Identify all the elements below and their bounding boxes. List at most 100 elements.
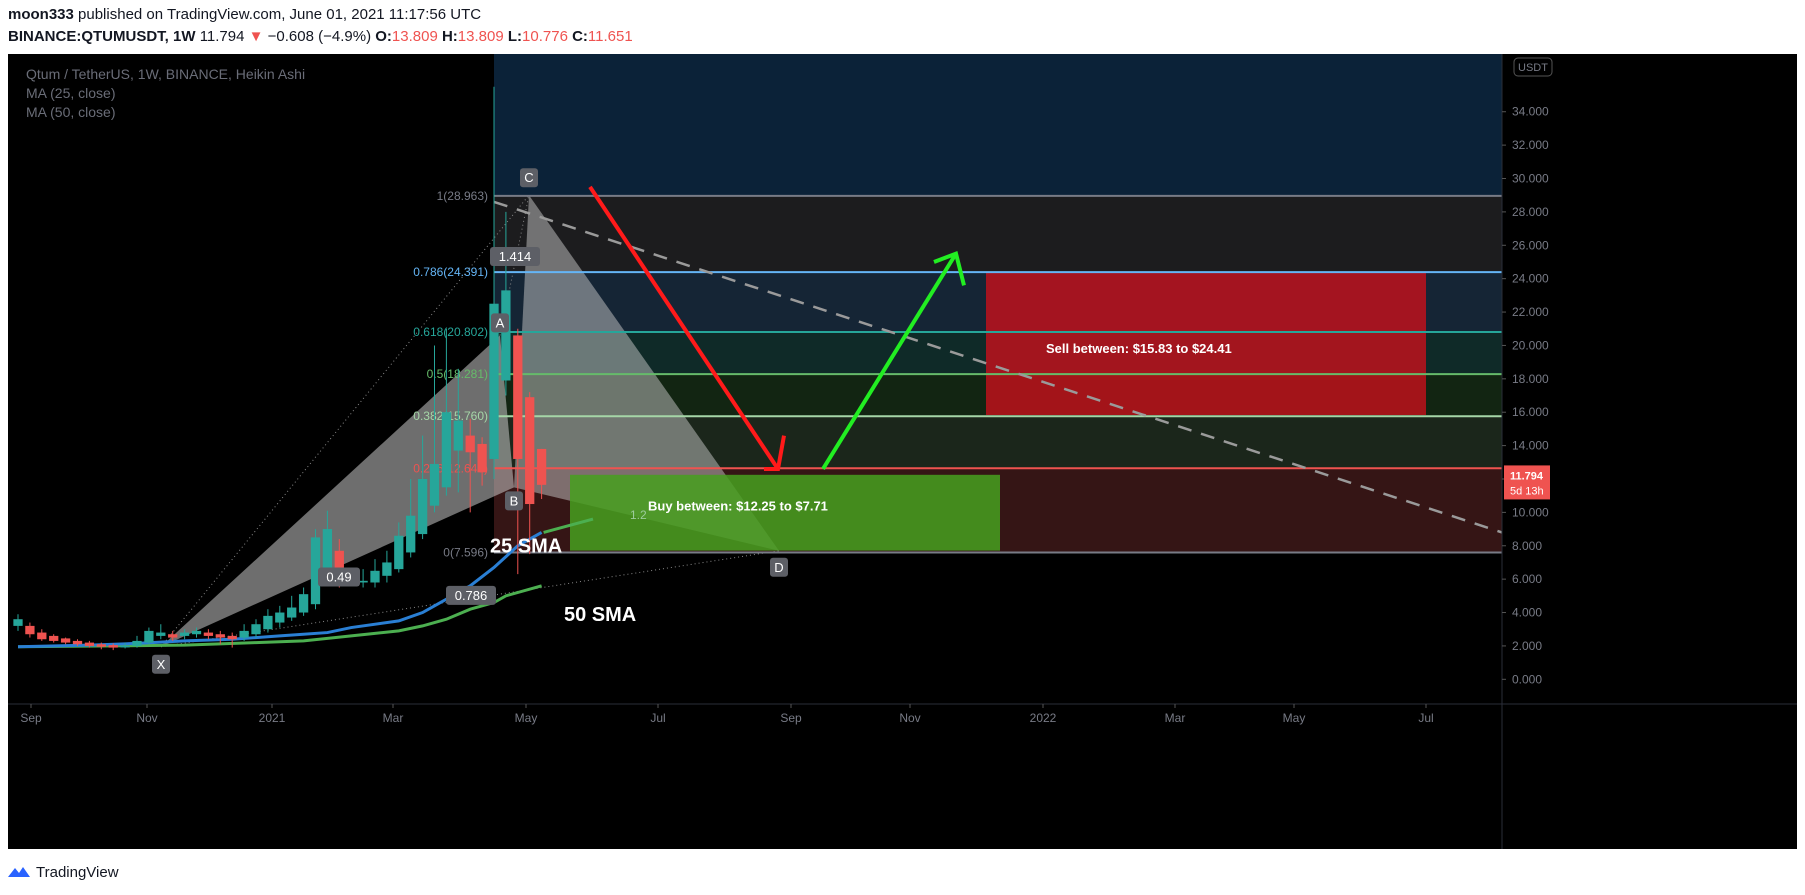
point-d-label: D	[770, 557, 788, 577]
ratio-label-0786: 0.786	[446, 585, 496, 605]
candle-body	[179, 632, 190, 636]
candle-body	[144, 630, 154, 643]
candle-body	[239, 630, 249, 638]
projection-box	[494, 54, 1502, 196]
close-value: 11.651	[587, 28, 633, 45]
candle-body	[215, 634, 225, 638]
candle-body	[310, 537, 321, 605]
y-tick-label: 30.000	[1512, 172, 1549, 186]
x-tick-label: Sep	[20, 711, 42, 725]
up-arrow-line	[821, 252, 958, 471]
ma25-line	[17, 531, 543, 649]
y-tick-label: 34.000	[1512, 105, 1549, 119]
candle-body	[168, 634, 178, 638]
candle-body	[120, 645, 130, 648]
ratio-label-12: 1.2	[630, 508, 647, 522]
chart-title: Qtum / TetherUS, 1W, BINANCE, Heikin Ash…	[26, 66, 306, 82]
price-chart[interactable]: Buy between: $12.25 to $7.71 Sell between…	[8, 54, 1797, 849]
x-tick-label: Sep	[780, 711, 802, 725]
x-tick-label: 2021	[259, 711, 286, 725]
down-arrow-head	[764, 435, 786, 471]
candle-body	[536, 448, 547, 485]
candle-body	[227, 635, 237, 640]
point-a-label: A	[491, 313, 509, 333]
candle-body	[263, 615, 273, 630]
high-value: 13.809	[457, 28, 504, 45]
ma25-legend[interactable]: MA (25, close)	[26, 85, 116, 101]
sma25-annotation: 25 SMA	[490, 535, 562, 557]
candle-body	[465, 435, 475, 453]
candle-body	[525, 397, 535, 505]
last-price-bg	[1504, 465, 1550, 500]
candle-body	[298, 594, 309, 613]
point-d-label-text: D	[774, 560, 783, 575]
sma50-annotation: 50 SMA	[564, 604, 636, 626]
currency-badge-bg	[1513, 57, 1553, 77]
open-label: O:	[375, 28, 392, 45]
ratio-label-049-text: 0.49	[326, 569, 351, 584]
y-tick-label: 8.000	[1512, 539, 1542, 553]
candle-body	[489, 303, 499, 459]
xab-triangle	[161, 335, 514, 647]
currency-badge-text: USDT	[1518, 62, 1548, 74]
y-tick-label: 14.000	[1512, 439, 1549, 453]
countdown-value: 5d 13h	[1510, 485, 1544, 497]
chart-area[interactable]: Buy between: $12.25 to $7.71 Sell between…	[8, 54, 1797, 849]
footer: TradingView	[8, 860, 119, 884]
point-a-label-text: A	[496, 315, 505, 330]
open-value: 13.809	[391, 28, 438, 45]
last-price: 11.794	[199, 28, 245, 45]
point-c-label: C	[520, 168, 538, 188]
point-x-label: X	[152, 654, 170, 674]
candle-body	[156, 632, 166, 636]
price-change: −0.608 (−4.9%)	[267, 28, 372, 45]
candle-body	[25, 625, 35, 635]
ma-extension	[543, 517, 594, 534]
ratio-label-0786-bg	[446, 585, 496, 605]
x-tick-label: 2022	[1030, 711, 1057, 725]
candle-body	[275, 612, 285, 623]
close-label: C:	[572, 28, 588, 45]
currency-badge: USDT	[1513, 57, 1553, 77]
point-b-label-bg	[505, 491, 523, 511]
candle-body	[251, 624, 261, 635]
candle-body	[453, 420, 463, 451]
buy-zone-box	[570, 474, 1000, 551]
candle-body	[370, 570, 380, 583]
ma50-legend[interactable]: MA (50, close)	[26, 104, 116, 120]
y-tick-label: 24.000	[1512, 272, 1549, 286]
y-tick-label: 4.000	[1512, 606, 1542, 620]
ratio-label-049: 0.49	[318, 567, 360, 587]
y-tick-label: 10.000	[1512, 505, 1549, 519]
point-x-label-bg	[152, 654, 170, 674]
fib-level-label: 0.786(24.391)	[413, 265, 488, 279]
y-tick-label: 28.000	[1512, 205, 1549, 219]
fib-level-label: 0.5(18.281)	[427, 367, 488, 381]
candle-body	[406, 515, 416, 553]
published-text: published on TradingView.com, June 01, 2…	[78, 6, 482, 23]
candle-body	[513, 335, 523, 459]
candle-body	[287, 607, 297, 618]
x-tick-label: May	[1283, 711, 1306, 725]
y-tick-label: 26.000	[1512, 238, 1549, 252]
fib-band	[494, 195, 1502, 273]
tradingview-logo-icon	[8, 867, 30, 877]
last-price-tag: 11.794 5d 13h	[1504, 465, 1550, 500]
high-label: H:	[441, 28, 458, 45]
point-d-label-bg	[770, 557, 788, 577]
x-tick-label: Mar	[383, 711, 404, 725]
x-tick-label: May	[515, 711, 538, 725]
publisher-name[interactable]: moon333	[8, 6, 74, 23]
candle-body	[417, 478, 428, 535]
candle-body	[191, 630, 202, 635]
y-tick-label: 22.000	[1512, 305, 1549, 319]
candle-body	[501, 290, 511, 381]
x-tick-label: Jul	[1418, 711, 1433, 725]
ratio-label-1414-text: 1.414	[499, 249, 532, 264]
candle-body	[84, 642, 95, 646]
trendline-dashed	[493, 200, 1503, 534]
candle-body	[477, 443, 487, 473]
brand-name[interactable]: TradingView	[36, 863, 119, 881]
candle-body	[37, 632, 47, 640]
point-x-label-text: X	[157, 657, 166, 672]
